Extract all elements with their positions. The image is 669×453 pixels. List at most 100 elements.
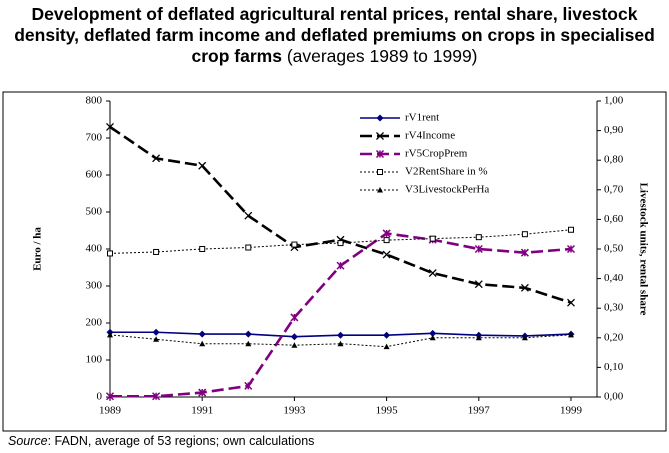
data-point <box>383 237 390 244</box>
data-point <box>337 331 344 339</box>
marker-shape <box>377 169 383 175</box>
x-tick-label: 1995 <box>376 405 399 417</box>
data-point <box>383 331 391 339</box>
y2-tick-label: 0,40 <box>604 272 624 284</box>
marker-shape <box>336 261 345 270</box>
chart-title: Development of deflated agricultural ren… <box>14 4 655 66</box>
marker-shape <box>475 334 482 341</box>
marker-shape <box>199 246 206 252</box>
data-point <box>107 331 113 338</box>
marker-shape <box>152 328 160 336</box>
marker-shape <box>198 388 207 397</box>
y2-tick-label: 0,30 <box>604 302 624 314</box>
marker-shape <box>337 331 344 339</box>
marker-shape <box>245 340 252 347</box>
y2-tick-label: 0,90 <box>604 124 624 136</box>
marker-shape <box>376 132 384 140</box>
legend-label: rV4Income <box>405 130 455 142</box>
data-point <box>290 333 298 341</box>
data-point <box>429 334 436 341</box>
marker-shape <box>521 334 528 341</box>
marker-shape <box>566 244 576 254</box>
marker-shape <box>152 154 161 163</box>
marker-shape <box>382 250 391 259</box>
y-tick-label: 200 <box>86 317 103 329</box>
data-point <box>475 334 482 341</box>
y-tick-label: 500 <box>86 206 103 218</box>
data-point <box>290 313 299 322</box>
y2-tick-label: 0,60 <box>604 213 624 225</box>
data-point <box>291 342 298 348</box>
x-tick-label: 1997 <box>468 405 491 417</box>
y2-tick-label: 0,80 <box>604 154 624 166</box>
data-point <box>198 330 206 338</box>
data-point <box>198 388 207 397</box>
data-point <box>152 328 160 336</box>
marker-shape <box>153 336 160 342</box>
data-point <box>198 161 207 170</box>
marker-shape <box>475 234 482 241</box>
data-point <box>382 229 391 238</box>
data-point <box>337 240 344 247</box>
source-text: : FADN, average of 53 regions; own calcu… <box>47 434 315 448</box>
y-tick-label: 700 <box>86 132 103 144</box>
data-point <box>520 283 529 292</box>
marker-shape <box>377 187 383 193</box>
data-point <box>107 250 113 257</box>
data-point <box>291 241 298 248</box>
marker-shape <box>383 343 390 350</box>
marker-shape <box>383 237 390 244</box>
data-point <box>337 340 344 347</box>
marker-shape <box>245 244 252 251</box>
source-label: Source <box>8 434 48 448</box>
y2-tick-label: 0,70 <box>604 183 624 195</box>
data-point <box>383 343 390 350</box>
data-point <box>199 246 206 252</box>
y-axis-label: Euro / ha <box>32 227 44 271</box>
y-tick-label: 100 <box>86 354 103 366</box>
marker-shape <box>244 330 252 338</box>
data-point <box>153 336 160 342</box>
y-tick-label: 0 <box>97 391 103 403</box>
data-point <box>336 261 345 270</box>
chart-title-block: Development of deflated agricultural ren… <box>0 4 669 67</box>
marker-shape <box>107 250 113 257</box>
marker-shape <box>244 381 253 390</box>
chart-subtitle: (averages 1989 to 1999) <box>286 46 478 66</box>
y2-axis-label: Livestock units, rental share <box>637 183 649 316</box>
legend-label: rV1rent <box>405 112 439 124</box>
marker-shape <box>198 161 207 170</box>
marker-shape <box>107 331 113 338</box>
data-point <box>377 169 383 175</box>
data-point <box>245 244 252 251</box>
marker-shape <box>376 114 384 122</box>
marker-shape <box>244 211 253 220</box>
x-tick-label: 1991 <box>191 405 213 417</box>
y2-tick-label: 0,50 <box>604 243 624 255</box>
data-point <box>382 250 391 259</box>
marker-shape <box>375 149 385 159</box>
data-point <box>429 235 436 242</box>
marker-shape <box>290 313 299 322</box>
marker-shape <box>382 229 391 238</box>
data-point <box>520 248 529 257</box>
data-point <box>376 132 384 140</box>
x-tick-label: 1989 <box>99 405 122 417</box>
marker-shape <box>474 280 483 289</box>
marker-shape <box>429 334 436 341</box>
data-point <box>152 392 161 401</box>
x-tick-label: 1999 <box>560 405 583 417</box>
legend-label: rV5CropPrem <box>405 148 468 160</box>
y2-tick-label: 0,20 <box>604 331 624 343</box>
data-point <box>568 331 574 338</box>
series-line <box>109 334 572 348</box>
data-point <box>153 248 160 255</box>
marker-shape <box>521 231 528 238</box>
data-point <box>377 187 383 193</box>
marker-shape <box>474 244 483 254</box>
data-point <box>376 114 384 122</box>
series-line <box>109 125 572 304</box>
data-point <box>429 329 437 337</box>
